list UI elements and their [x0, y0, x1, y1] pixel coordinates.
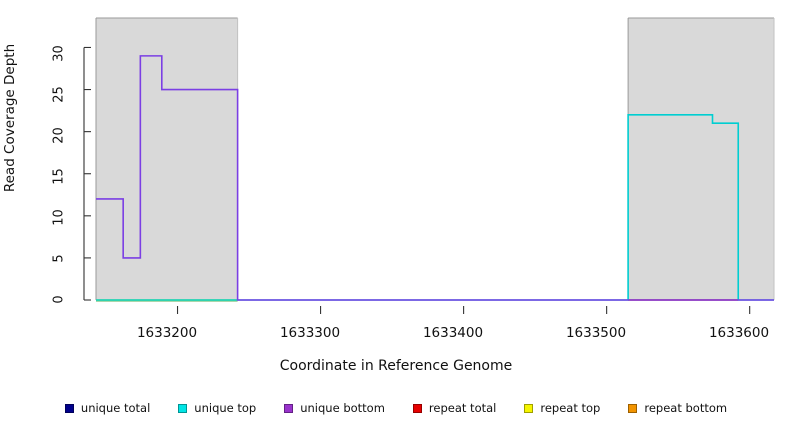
plot-canvas — [83, 17, 775, 314]
x-tick-label-1633600: 1633600 — [708, 325, 770, 341]
data-series-layer — [96, 55, 774, 302]
legend-swatch-icon-repeat-total — [412, 403, 422, 413]
legend-item-repeat-bottom[interactable]: repeat bottom — [628, 401, 727, 415]
x-axis-title: Coordinate in Reference Genome — [279, 358, 513, 374]
x-tick-label-1633300: 1633300 — [279, 325, 341, 341]
legend-item-repeat-top[interactable]: repeat top — [524, 401, 600, 415]
legend-swatch-icon-unique-bottom — [284, 403, 294, 413]
legend-label-unique-bottom: unique bottom — [300, 401, 385, 415]
repeat-region-left — [96, 18, 238, 300]
legend-item-unique-total[interactable]: unique total — [64, 401, 151, 415]
shaded-regions-layer — [95, 17, 775, 300]
legend: unique total unique top unique bottom re… — [0, 398, 792, 418]
legend-item-repeat-total[interactable]: repeat total — [412, 401, 497, 415]
legend-label-unique-total: unique total — [80, 401, 151, 415]
legend-swatch-icon-unique-top — [178, 403, 188, 413]
legend-item-unique-bottom[interactable]: unique bottom — [284, 401, 385, 415]
repeat-region-right — [628, 18, 774, 300]
x-tick-label-1633200: 1633200 — [136, 325, 198, 341]
legend-swatch-icon-unique-total — [64, 403, 74, 413]
legend-label-repeat-total: repeat total — [428, 401, 497, 415]
x-tick-label-1633500: 1633500 — [565, 325, 627, 341]
series-unique-top — [96, 114, 774, 301]
x-tick-label-1633400: 1633400 — [422, 325, 484, 341]
legend-label-unique-top: unique top — [194, 401, 257, 415]
legend-item-unique-top[interactable]: unique top — [178, 401, 256, 415]
legend-label-repeat-bottom: repeat bottom — [644, 401, 728, 415]
series-unique-bottom — [96, 55, 774, 301]
legend-swatch-icon-repeat-bottom — [628, 403, 638, 413]
legend-swatch-icon-repeat-top — [524, 403, 534, 413]
legend-label-repeat-top: repeat top — [540, 401, 601, 415]
axis-lines-layer — [83, 46, 751, 314]
